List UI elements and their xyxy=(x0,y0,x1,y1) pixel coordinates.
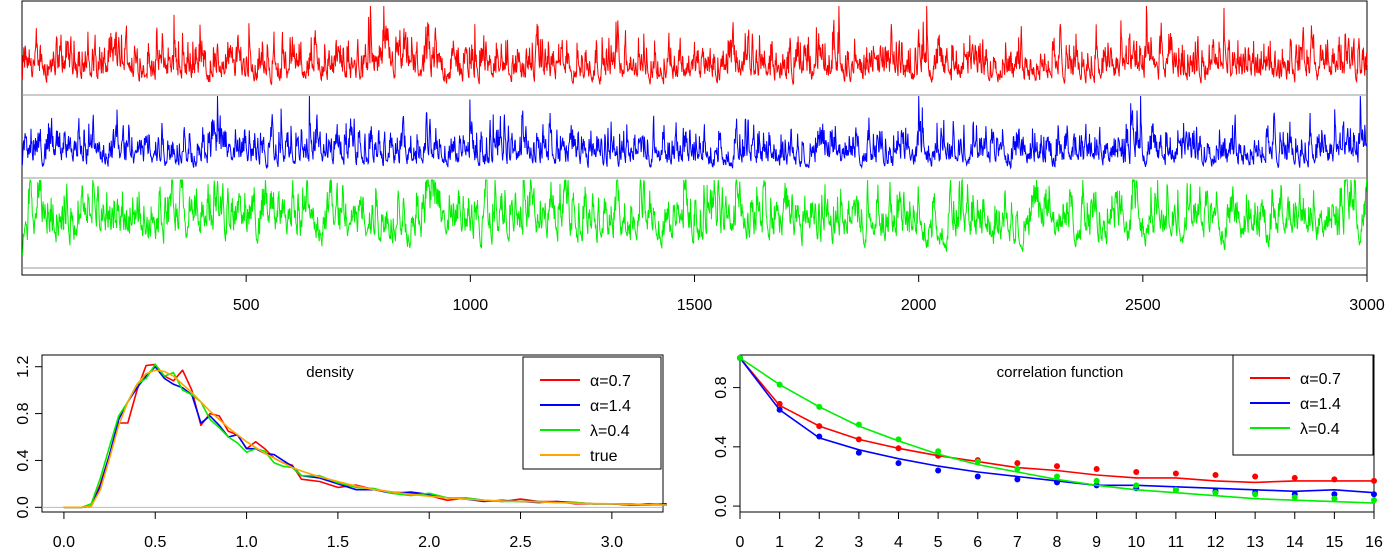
correlation-point xyxy=(1371,497,1377,504)
correlation-panel: correlation function 0 1 2 3 4 5 6 7 8 9 10 11 12 13 1… xyxy=(713,354,1383,551)
correlation-point xyxy=(1054,473,1060,480)
y-tick-label: 0.4 xyxy=(713,436,730,458)
correlation-point xyxy=(1212,489,1219,496)
x-tick-label: 1.5 xyxy=(327,534,349,551)
x-tick-label: 7 xyxy=(1013,534,1022,551)
time-series-panel: 500 1000 1500 2000 2500 3000 xyxy=(21,0,1385,314)
legend-label: α=1.4 xyxy=(590,398,631,415)
correlation-point xyxy=(1172,486,1179,493)
series-line-3 xyxy=(21,178,1368,256)
x-tick-label: 14 xyxy=(1286,534,1304,551)
legend-label: α=0.7 xyxy=(1300,371,1341,388)
legend-box xyxy=(522,356,662,470)
correlation-point xyxy=(1014,460,1021,467)
x-tick-label: 10 xyxy=(1127,534,1145,551)
legend-box xyxy=(1232,354,1374,456)
y-tick-label: 1.2 xyxy=(15,355,32,377)
correlation-point xyxy=(1172,470,1179,477)
legend-label: λ=0.4 xyxy=(590,423,630,440)
x-tick-label: 500 xyxy=(233,297,260,314)
x-tick-label: 16 xyxy=(1365,534,1383,551)
y-tick-label: 0.8 xyxy=(713,376,730,398)
x-tick-label: 15 xyxy=(1325,534,1343,551)
correlation-point xyxy=(935,448,942,455)
correlation-point xyxy=(1093,477,1100,484)
x-tick-label: 0 xyxy=(736,534,745,551)
correlation-point xyxy=(816,423,823,430)
x-tick-label: 6 xyxy=(973,534,982,551)
x-tick-label: 1.0 xyxy=(235,534,257,551)
series-line-2 xyxy=(21,95,1368,170)
correlation-title: correlation function xyxy=(997,364,1124,381)
correlation-point xyxy=(737,354,743,361)
y-tick-label: 0.0 xyxy=(15,496,32,518)
correlation-point xyxy=(1014,476,1021,483)
correlation-line-1 xyxy=(739,357,1374,484)
x-tick-label: 2000 xyxy=(901,297,937,314)
x-tick-label: 1 xyxy=(775,534,784,551)
legend-label: λ=0.4 xyxy=(1300,421,1340,438)
density-line-4 xyxy=(63,369,667,509)
x-tick-label: 8 xyxy=(1053,534,1062,551)
correlation-point xyxy=(1291,474,1298,481)
correlation-point xyxy=(1331,476,1338,483)
x-tick-label: 0.0 xyxy=(53,534,75,551)
correlation-point xyxy=(816,433,823,440)
correlation-point xyxy=(1133,469,1140,476)
correlation-point xyxy=(855,436,862,443)
x-tick-label: 12 xyxy=(1207,534,1225,551)
correlation-point xyxy=(895,445,902,452)
correlation-point xyxy=(855,449,862,456)
correlation-point xyxy=(1291,494,1298,501)
x-tick-label: 3.0 xyxy=(601,534,623,551)
density-panel: density 0.0 0.5 1.0 1.5 2.0 2.5 3.0 0.0 0.4 0.8 1.… xyxy=(15,354,667,551)
x-tick-label: 11 xyxy=(1168,534,1185,551)
correlation-point xyxy=(816,403,823,410)
x-tick-label: 2.0 xyxy=(418,534,440,551)
correlation-point xyxy=(1133,482,1140,489)
correlation-point xyxy=(895,436,902,443)
correlation-point xyxy=(776,381,783,388)
legend-label: α=0.7 xyxy=(590,373,631,390)
x-tick-label: 0.5 xyxy=(144,534,166,551)
x-tick-label: 1000 xyxy=(453,297,489,314)
series-line-1 xyxy=(21,5,1368,86)
x-tick-label: 2 xyxy=(815,534,824,551)
legend-label: α=1.4 xyxy=(1300,396,1341,413)
correlation-point xyxy=(1252,491,1259,498)
correlation-point xyxy=(855,421,862,428)
correlation-point xyxy=(1371,491,1377,498)
correlation-point xyxy=(1093,466,1100,473)
correlation-point xyxy=(776,400,783,407)
correlation-point xyxy=(1371,477,1377,484)
plot-frame xyxy=(41,354,664,513)
correlation-point xyxy=(935,467,942,474)
x-tick-label: 4 xyxy=(894,534,903,551)
correlation-point xyxy=(1331,491,1338,498)
correlation-point xyxy=(1212,471,1219,478)
correlation-point xyxy=(1014,466,1021,473)
y-tick-label: 0.4 xyxy=(15,449,32,471)
x-tick-label: 3000 xyxy=(1349,297,1385,314)
y-tick-label: 0.0 xyxy=(713,495,730,517)
correlation-point xyxy=(776,406,783,413)
correlation-point xyxy=(895,460,902,467)
x-tick-label: 1500 xyxy=(677,297,713,314)
correlation-point xyxy=(1252,473,1259,480)
correlation-point xyxy=(1054,463,1060,470)
density-title: density xyxy=(306,364,354,381)
x-tick-label: 13 xyxy=(1246,534,1264,551)
correlation-point xyxy=(974,458,981,465)
x-tick-label: 2.5 xyxy=(509,534,531,551)
x-tick-label: 2500 xyxy=(1125,297,1161,314)
correlation-point xyxy=(974,473,981,480)
x-tick-label: 3 xyxy=(854,534,863,551)
legend-label: true xyxy=(590,448,618,465)
x-tick-label: 9 xyxy=(1092,534,1101,551)
correlation-point xyxy=(1054,479,1060,486)
correlation-point xyxy=(1331,495,1338,502)
y-tick-label: 0.8 xyxy=(15,402,32,424)
x-tick-label: 5 xyxy=(934,534,943,551)
